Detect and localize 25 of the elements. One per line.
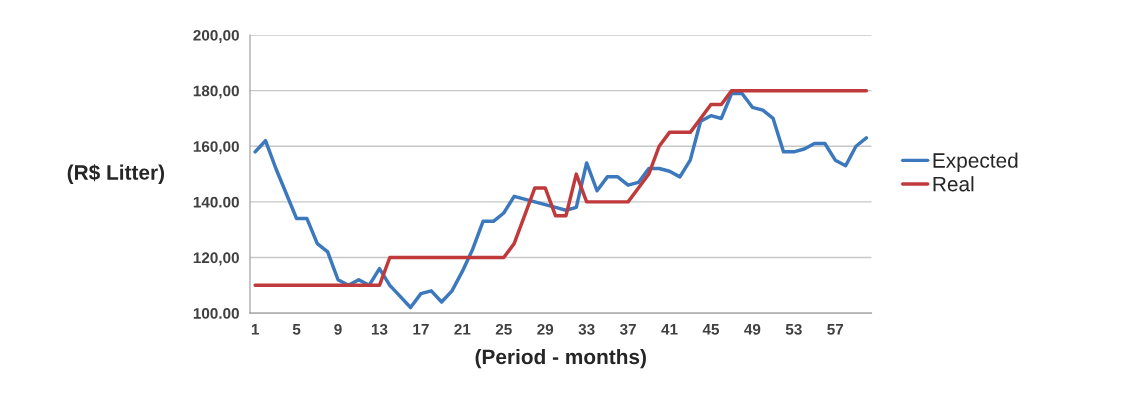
x-tick-label: 45 xyxy=(702,324,720,335)
x-tick-label: 5 xyxy=(292,324,301,335)
x-tick-label: 29 xyxy=(537,323,554,335)
y-tick-label: 140.00 xyxy=(193,196,239,208)
x-tick-label: 21 xyxy=(454,323,471,335)
y-tick-label: 100.00 xyxy=(193,307,239,319)
y-tick-label: 200,00 xyxy=(193,29,239,43)
x-tick-label: 57 xyxy=(827,324,844,335)
legend-label: Expected xyxy=(933,152,1018,172)
x-tick-label: 53 xyxy=(785,323,802,335)
x-tick-label: 33 xyxy=(578,323,595,335)
x-tick-label: 13 xyxy=(371,323,388,335)
x-axis-title: (Period - months) xyxy=(475,348,646,369)
x-tick-label: 17 xyxy=(413,324,429,335)
legend-label: Real xyxy=(933,176,974,192)
x-tick-label: 9 xyxy=(334,323,342,335)
y-tick-label: 120,00 xyxy=(193,252,239,266)
x-tick-label: 1 xyxy=(251,324,259,335)
x-tick-label: 41 xyxy=(661,324,678,335)
y-tick-label: 180,00 xyxy=(193,85,239,99)
y-tick-label: 160,00 xyxy=(193,141,239,155)
x-tick-label: 25 xyxy=(495,323,512,335)
y-axis-title: (R$ Litter) xyxy=(67,164,165,184)
x-tick-label: 49 xyxy=(744,323,761,335)
x-tick-label: 37 xyxy=(619,323,636,335)
